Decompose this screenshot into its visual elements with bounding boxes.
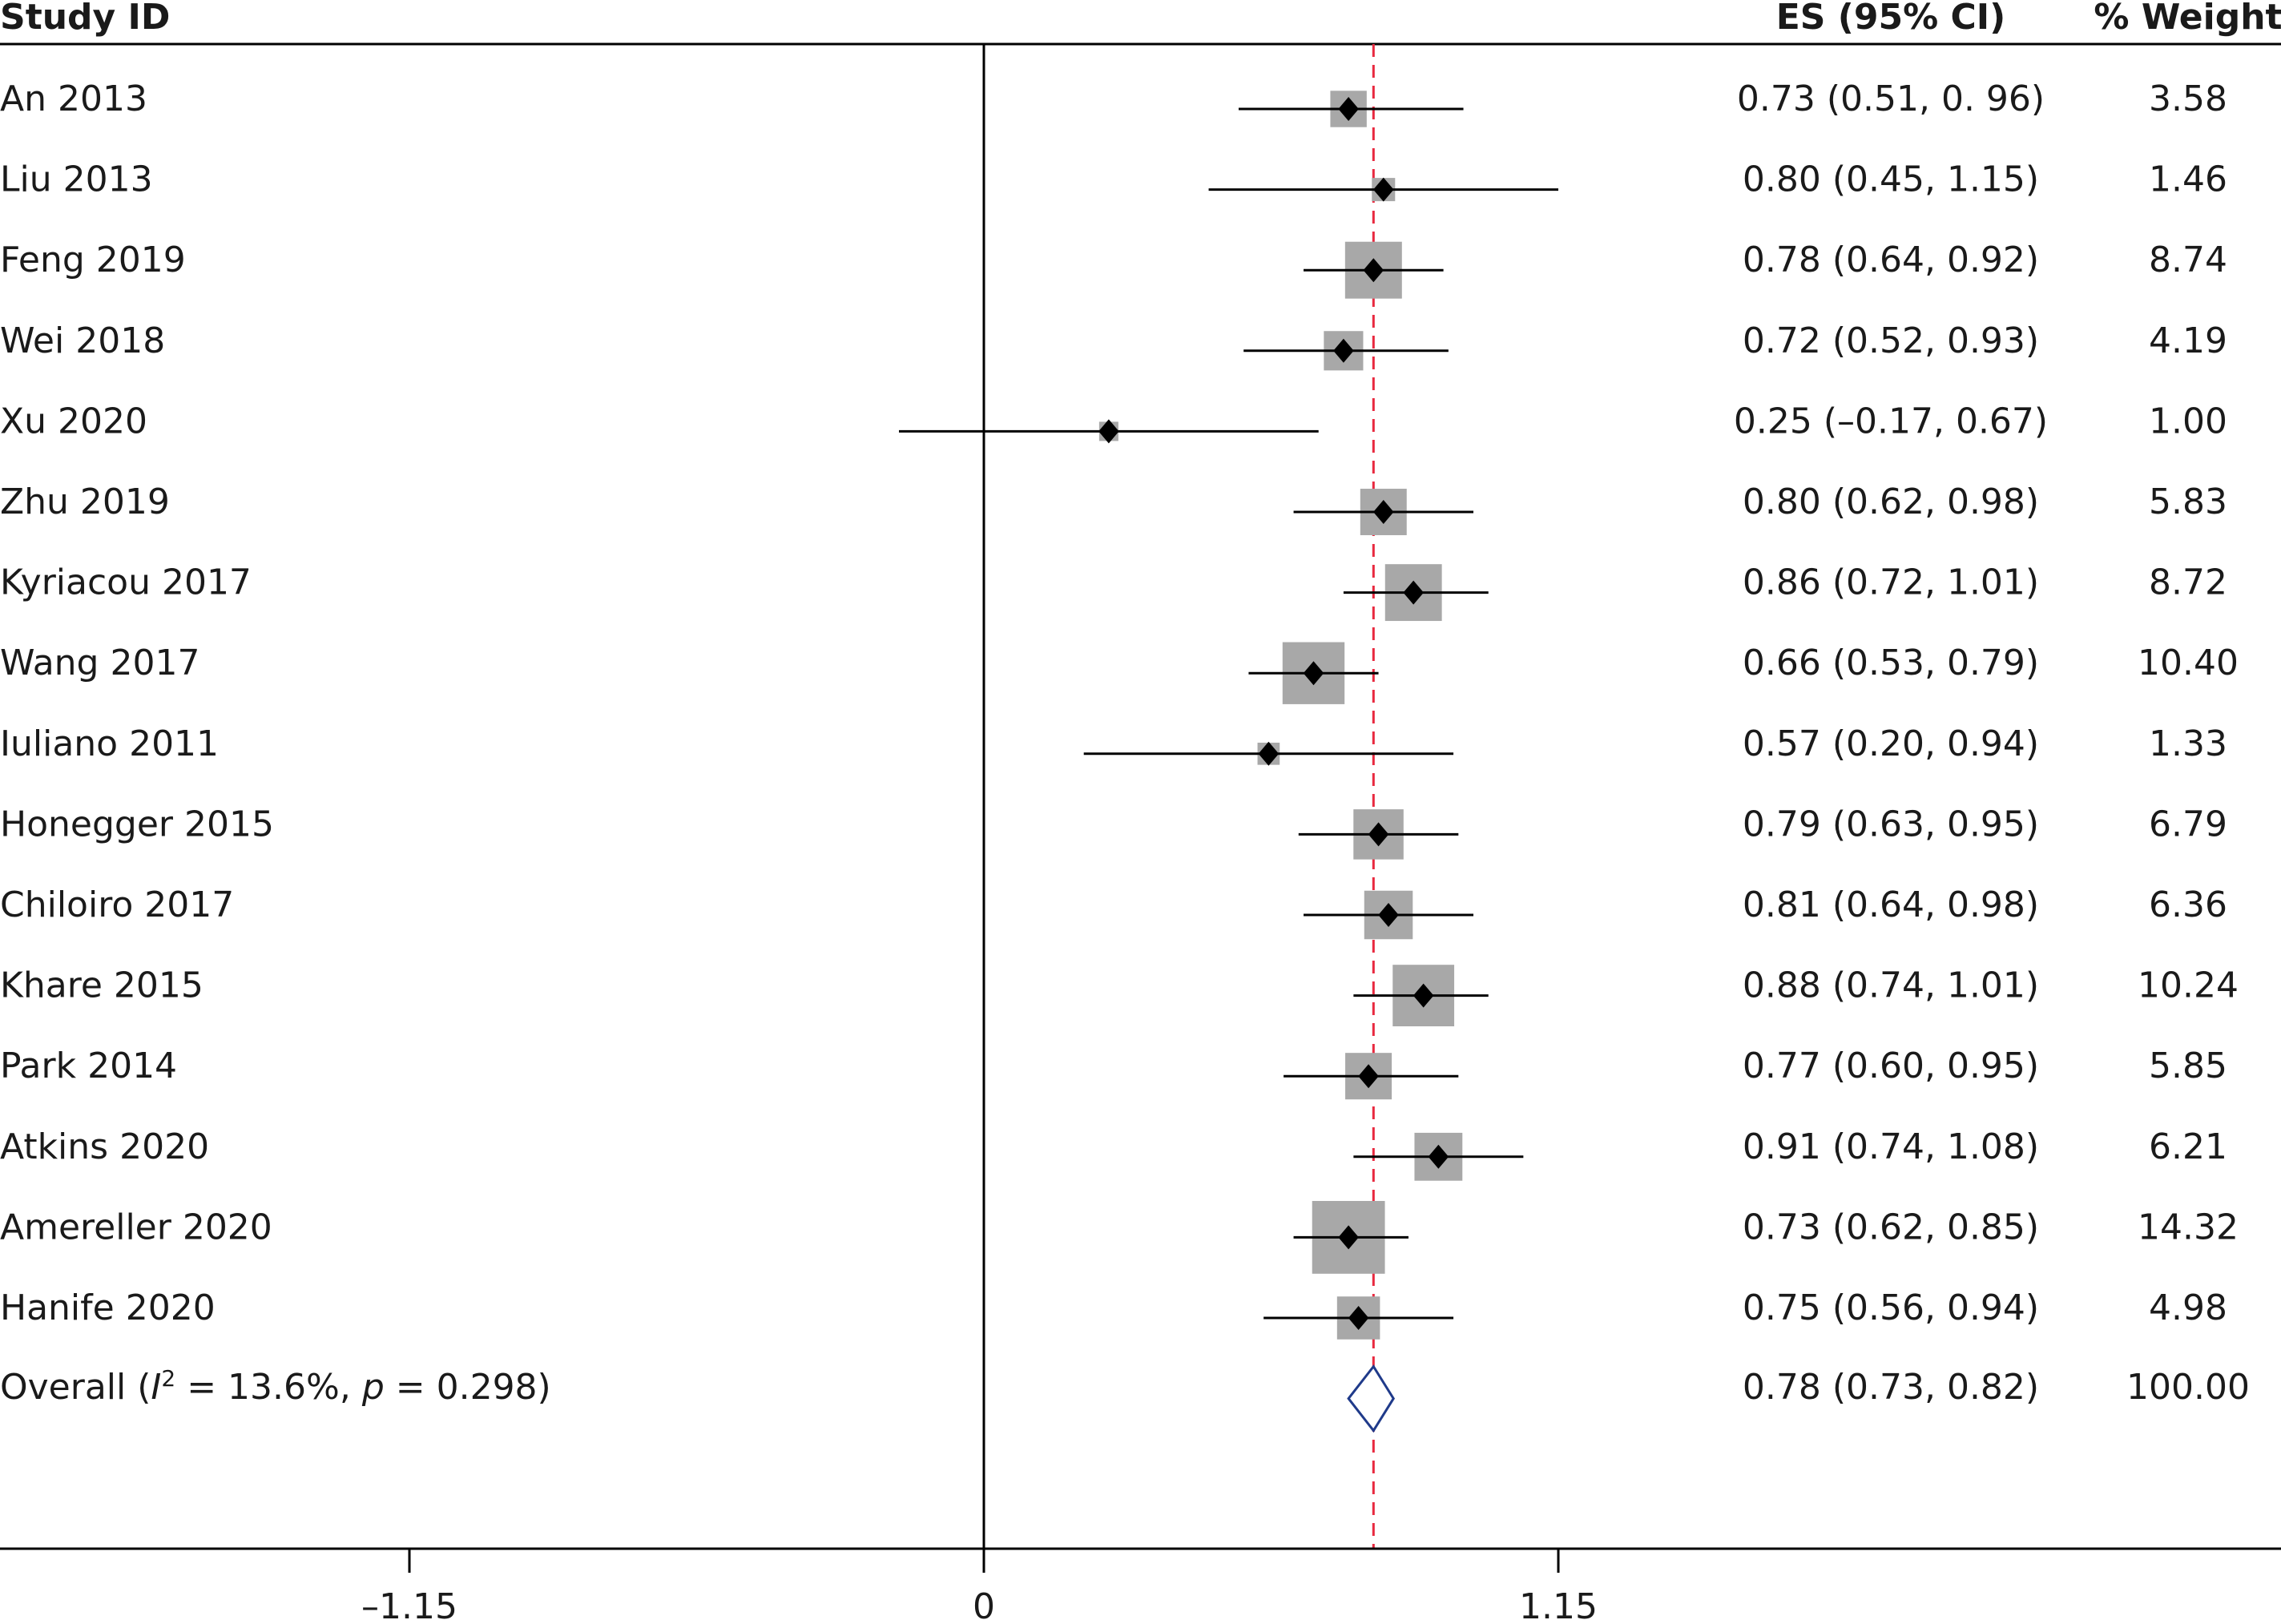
header-es-ci: ES (95% CI) <box>1776 0 2006 38</box>
study-label: Kyriacou 2017 <box>0 562 252 603</box>
overall-weight-text: 100.00 <box>2126 1367 2250 1408</box>
study-es-text: 0.75 (0.56, 0.94) <box>1743 1288 2039 1328</box>
study-weight-text: 4.98 <box>2149 1288 2227 1328</box>
study-es-text: 0.66 (0.53, 0.79) <box>1743 643 2039 683</box>
point-estimate <box>1348 1306 1369 1330</box>
x-tick-label: –1.15 <box>361 1586 457 1624</box>
study-es-text: 0.72 (0.52, 0.93) <box>1743 320 2039 361</box>
point-estimate <box>1333 338 1354 363</box>
point-estimate <box>1368 822 1389 847</box>
x-tick-label: 1.15 <box>1519 1586 1598 1624</box>
study-label: Wei 2018 <box>0 320 165 361</box>
study-row: Atkins 2020 0.91 (0.74, 1.08) 6.21 <box>0 1126 2227 1181</box>
overall-label: Overall (I2 = 13.6%, p = 0.298) <box>0 1365 551 1408</box>
study-row: Wang 2017 0.66 (0.53, 0.79) 10.40 <box>0 642 2239 704</box>
study-es-text: 0.88 (0.74, 1.01) <box>1743 965 2039 1006</box>
study-es-text: 0.25 (–0.17, 0.67) <box>1734 401 2048 441</box>
study-label: Iuliano 2011 <box>0 723 219 764</box>
overall-row: Overall (I2 = 13.6%, p = 0.298) 0.78 (0.… <box>0 1364 2250 1433</box>
point-estimate <box>1303 661 1324 686</box>
point-estimate <box>1403 580 1424 605</box>
study-row: Khare 2015 0.88 (0.74, 1.01) 10.24 <box>0 965 2239 1026</box>
study-weight-text: 10.24 <box>2138 965 2239 1006</box>
study-label: Honegger 2015 <box>0 804 274 844</box>
study-weight-text: 6.79 <box>2149 804 2227 844</box>
header-study-id: Study ID <box>0 0 170 38</box>
study-label: Feng 2019 <box>0 240 186 280</box>
study-row: Feng 2019 0.78 (0.64, 0.92) 8.74 <box>0 240 2227 299</box>
study-weight-text: 5.83 <box>2149 482 2227 522</box>
study-label: Atkins 2020 <box>0 1126 209 1167</box>
study-es-text: 0.81 (0.64, 0.98) <box>1743 885 2039 925</box>
study-es-text: 0.86 (0.72, 1.01) <box>1743 562 2039 603</box>
point-estimate <box>1258 741 1280 766</box>
study-label: Hanife 2020 <box>0 1288 216 1328</box>
study-rows: An 2013 0.73 (0.51, 0. 96) 3.58 Liu 2013 0.8… <box>0 79 2239 1340</box>
point-estimate <box>1363 258 1384 283</box>
overall-diamond <box>1347 1364 1396 1433</box>
study-es-text: 0.79 (0.63, 0.95) <box>1743 804 2039 844</box>
point-estimate <box>1428 1144 1449 1169</box>
study-weight-text: 5.85 <box>2149 1046 2227 1086</box>
study-weight-text: 1.46 <box>2149 159 2227 200</box>
study-label: An 2013 <box>0 79 147 119</box>
header-weight: % Weight <box>2094 0 2281 38</box>
study-row: Kyriacou 2017 0.86 (0.72, 1.01) 8.72 <box>0 562 2227 622</box>
point-estimate <box>1378 903 1399 927</box>
study-row: An 2013 0.73 (0.51, 0. 96) 3.58 <box>0 79 2227 127</box>
study-label: Chiloiro 2017 <box>0 885 234 925</box>
study-es-text: 0.78 (0.64, 0.92) <box>1743 240 2039 280</box>
study-label: Liu 2013 <box>0 159 153 200</box>
study-row: Xu 2020 0.25 (–0.17, 0.67) 1.00 <box>0 401 2227 444</box>
point-estimate <box>1338 97 1359 121</box>
study-row: Chiloiro 2017 0.81 (0.64, 0.98) 6.36 <box>0 885 2227 940</box>
study-weight-text: 8.74 <box>2149 240 2227 280</box>
study-row: Liu 2013 0.80 (0.45, 1.15) 1.46 <box>0 159 2227 202</box>
study-weight-text: 8.72 <box>2149 562 2227 603</box>
point-estimate <box>1098 419 1119 444</box>
study-es-text: 0.57 (0.20, 0.94) <box>1743 723 2039 764</box>
study-row: Hanife 2020 0.75 (0.56, 0.94) 4.98 <box>0 1288 2227 1340</box>
point-estimate <box>1373 177 1394 202</box>
point-estimate <box>1338 1225 1359 1250</box>
study-label: Park 2014 <box>0 1046 177 1086</box>
study-weight-text: 1.33 <box>2149 723 2227 764</box>
study-row: Honegger 2015 0.79 (0.63, 0.95) 6.79 <box>0 804 2227 860</box>
study-row: Park 2014 0.77 (0.60, 0.95) 5.85 <box>0 1046 2227 1100</box>
study-label: Xu 2020 <box>0 401 147 441</box>
study-row: Zhu 2019 0.80 (0.62, 0.98) 5.83 <box>0 482 2227 535</box>
study-es-text: 0.91 (0.74, 1.08) <box>1743 1126 2039 1167</box>
x-axis-ticks: –1.15 0 1.15 <box>361 1549 1598 1624</box>
study-es-text: 0.73 (0.51, 0. 96) <box>1737 79 2045 119</box>
study-weight-text: 6.36 <box>2149 885 2227 925</box>
study-weight-text: 1.00 <box>2149 401 2227 441</box>
study-es-text: 0.73 (0.62, 0.85) <box>1743 1207 2039 1247</box>
point-estimate <box>1373 500 1394 524</box>
x-tick-label: 0 <box>973 1586 995 1624</box>
study-label: Khare 2015 <box>0 965 204 1006</box>
study-weight-text: 3.58 <box>2149 79 2227 119</box>
study-weight-text: 6.21 <box>2149 1126 2227 1167</box>
study-weight-text: 10.40 <box>2138 643 2239 683</box>
overall-es-text: 0.78 (0.73, 0.82) <box>1743 1367 2039 1408</box>
study-row: Wei 2018 0.72 (0.52, 0.93) 4.19 <box>0 320 2227 371</box>
study-row: Amereller 2020 0.73 (0.62, 0.85) 14.32 <box>0 1200 2239 1274</box>
study-label: Zhu 2019 <box>0 482 170 522</box>
study-es-text: 0.80 (0.45, 1.15) <box>1743 159 2039 200</box>
study-es-text: 0.80 (0.62, 0.98) <box>1743 482 2039 522</box>
study-row: Iuliano 2011 0.57 (0.20, 0.94) 1.33 <box>0 723 2227 766</box>
study-es-text: 0.77 (0.60, 0.95) <box>1743 1046 2039 1086</box>
study-weight-text: 4.19 <box>2149 320 2227 361</box>
point-estimate <box>1413 983 1434 1008</box>
study-label: Wang 2017 <box>0 643 199 683</box>
study-weight-text: 14.32 <box>2138 1207 2239 1247</box>
study-label: Amereller 2020 <box>0 1207 272 1247</box>
point-estimate <box>1358 1064 1379 1089</box>
